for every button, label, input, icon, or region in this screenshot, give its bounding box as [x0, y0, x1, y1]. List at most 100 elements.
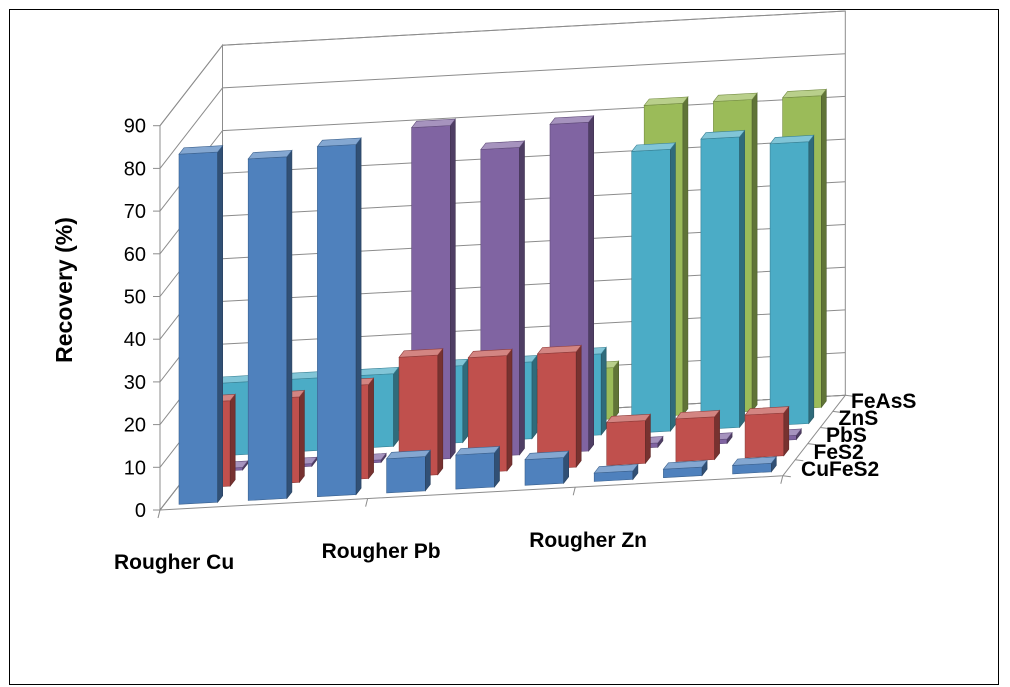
depth-tick [820, 427, 829, 429]
bar-front [317, 144, 357, 498]
bar-front [675, 416, 715, 462]
bar-side [462, 358, 469, 444]
bar [536, 344, 582, 470]
bar-front [769, 141, 810, 426]
x-tick [572, 487, 576, 496]
series-label: FeS2 [814, 441, 864, 464]
bar-side [600, 346, 607, 436]
bar [744, 405, 790, 459]
bar-side [739, 129, 745, 429]
bar-front [386, 456, 426, 494]
bar-top [593, 464, 639, 474]
depth-tick [832, 410, 841, 413]
y-tick-label: 90 [124, 116, 146, 138]
bar-top [675, 410, 721, 420]
bar-top [536, 345, 582, 355]
bar-top [712, 92, 758, 102]
bar-side [682, 96, 689, 416]
bar-side [229, 393, 236, 487]
bar-top [781, 88, 827, 99]
y-axis-title: Recovery (%) [51, 217, 77, 363]
bar-side [437, 347, 444, 476]
y-tick-label: 60 [124, 244, 146, 266]
y-tick-label: 20 [124, 415, 146, 437]
series-label: CuFeS2 [801, 458, 879, 481]
bar-side [506, 348, 513, 472]
bar-side [783, 405, 790, 457]
x-tick [157, 509, 161, 519]
bar-top [398, 348, 444, 358]
axis-labels: 0 10 20 30 40 50 60 70 80 90 Rougher Cu Rougher Pb R… [114, 116, 916, 574]
bar-top [178, 145, 224, 155]
x-tick [780, 475, 784, 484]
chart-frame: 0 10 20 30 40 50 60 70 80 90 Rougher Cu Rougher Pb R… [9, 9, 999, 685]
bar-top [731, 456, 777, 466]
bar [316, 137, 362, 498]
y-tick-label: 70 [124, 201, 146, 223]
bar-side [368, 377, 374, 480]
bar [178, 144, 224, 505]
bar-top [700, 130, 746, 140]
bar-front [700, 136, 740, 430]
bar-side [613, 360, 620, 420]
bar [731, 455, 777, 475]
bar-front [524, 457, 565, 486]
bar-top [480, 140, 526, 150]
bar-front [631, 148, 671, 434]
bar-top [410, 118, 456, 129]
bar-top [549, 115, 595, 125]
bar-side [588, 114, 595, 452]
bar-side [820, 88, 827, 409]
bar-side [449, 118, 456, 460]
category-label: Rougher Cu [114, 551, 234, 574]
bar [385, 449, 431, 494]
y-tick-label: 50 [124, 287, 146, 309]
x-tick [365, 498, 369, 507]
bar-top [769, 134, 815, 145]
depth-tick [795, 459, 804, 462]
bar-top [455, 446, 501, 456]
bar-top [744, 406, 790, 416]
bar [398, 347, 444, 478]
bar-top [247, 150, 293, 160]
gridline [159, 53, 846, 169]
y-tick-label: 0 [135, 500, 146, 522]
bar [662, 459, 708, 479]
bar-side [575, 344, 582, 468]
bars [178, 88, 827, 505]
bar-top [606, 413, 652, 424]
bar-side [714, 409, 720, 461]
y-tick-label: 80 [124, 158, 146, 180]
bar-front [247, 156, 288, 501]
bar [467, 348, 513, 474]
bar-top [643, 96, 689, 106]
bar-side [286, 149, 293, 500]
bar-side [217, 144, 223, 504]
bar-side [424, 449, 431, 492]
bar-front [455, 452, 495, 490]
bar [247, 149, 293, 501]
bar-top [385, 449, 431, 460]
bar [675, 409, 721, 462]
bar-top [631, 142, 677, 152]
depth-tick [845, 394, 854, 397]
bar-top [316, 137, 362, 147]
bar-front [606, 420, 646, 466]
bar-side [355, 137, 362, 496]
bar-side [299, 389, 305, 484]
bar [455, 445, 501, 490]
depth-tick [807, 443, 816, 446]
bar-top [524, 450, 570, 461]
chart: 0 10 20 30 40 50 60 70 80 90 Rougher Cu Rougher Pb R… [51, 10, 916, 574]
y-tick-label: 40 [124, 329, 146, 351]
bar [631, 141, 677, 434]
bar [700, 129, 746, 430]
bar-top [662, 460, 708, 470]
bar-side [531, 354, 538, 440]
y-tick-label: 30 [124, 372, 146, 394]
series-label: ZnS [839, 407, 879, 430]
bar-side [751, 92, 758, 413]
bar [606, 413, 652, 466]
category-label: Rougher Zn [529, 529, 647, 552]
gridline [159, 10, 846, 127]
